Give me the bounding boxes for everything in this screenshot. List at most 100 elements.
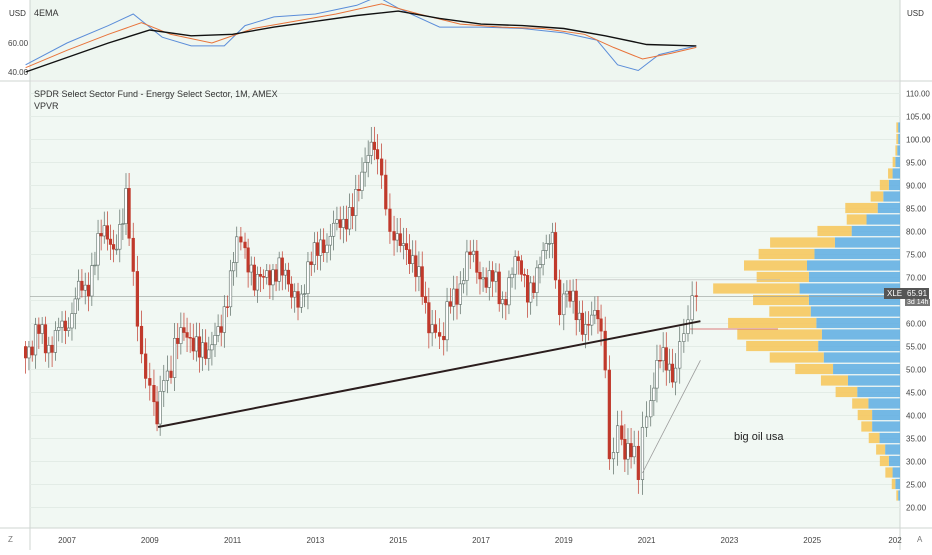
candle-body bbox=[131, 237, 135, 272]
candle-body bbox=[283, 269, 287, 276]
candle-body bbox=[246, 247, 250, 273]
profile-bar-blue bbox=[888, 179, 900, 191]
candle-body bbox=[649, 400, 653, 418]
candle-body bbox=[105, 225, 109, 240]
candle-body bbox=[135, 271, 139, 327]
candle-body bbox=[661, 347, 665, 362]
candle-body bbox=[694, 295, 698, 297]
annotation-text: big oil usa bbox=[734, 431, 784, 443]
candle-body bbox=[411, 255, 415, 265]
profile-bar-yellow bbox=[896, 122, 899, 133]
candle-body bbox=[366, 155, 370, 163]
candle-body bbox=[632, 445, 636, 458]
candle-body bbox=[664, 347, 668, 371]
candle-body bbox=[458, 283, 462, 305]
candle-body bbox=[197, 336, 202, 358]
candle-body bbox=[67, 327, 71, 331]
minor-trendline bbox=[642, 360, 701, 474]
candle-body bbox=[529, 282, 533, 303]
candle-body bbox=[395, 233, 399, 241]
candle-body bbox=[315, 242, 320, 256]
candle-body bbox=[312, 242, 316, 265]
candle-body bbox=[577, 312, 581, 321]
profile-bar-yellow bbox=[744, 260, 807, 271]
profile-bar-yellow bbox=[895, 145, 898, 156]
profile-bar-blue bbox=[808, 294, 900, 306]
profile-bar-blue bbox=[872, 409, 900, 421]
candle-body bbox=[471, 250, 476, 255]
y-tick-label: 50.00 bbox=[906, 366, 927, 375]
candle-body bbox=[299, 293, 303, 308]
x-tick-label: 2019 bbox=[555, 536, 573, 545]
candle-body bbox=[384, 174, 388, 210]
corner-right-label[interactable]: A bbox=[917, 535, 923, 544]
candle-body bbox=[404, 243, 409, 250]
candle-body bbox=[108, 238, 113, 245]
candle-body bbox=[99, 233, 103, 237]
chart-title: SPDR Select Sector Fund - Energy Select … bbox=[34, 89, 278, 99]
candle-body bbox=[70, 313, 74, 329]
candle-body bbox=[115, 248, 119, 251]
profile-bar-yellow bbox=[852, 398, 869, 409]
profile-bar-blue bbox=[883, 191, 900, 202]
candle-body bbox=[519, 260, 523, 275]
candle-body bbox=[392, 231, 396, 241]
candle-body bbox=[179, 327, 183, 344]
candle-body bbox=[375, 149, 380, 160]
profile-bar-yellow bbox=[876, 444, 886, 455]
candle-body bbox=[169, 370, 173, 378]
candle-body bbox=[165, 370, 169, 381]
profile-bar-yellow bbox=[845, 202, 878, 214]
candle-body bbox=[433, 324, 438, 333]
candle-body bbox=[90, 265, 94, 297]
candle-body bbox=[111, 244, 116, 250]
candle-body bbox=[574, 290, 578, 321]
candle-body bbox=[475, 250, 479, 273]
ema-line bbox=[25, 3, 697, 69]
candle-body bbox=[243, 241, 247, 249]
price-tag: 65.91 bbox=[905, 288, 930, 299]
candle-body bbox=[414, 255, 418, 277]
profile-bar-blue bbox=[892, 467, 900, 478]
profile-bar-yellow bbox=[888, 168, 893, 179]
y-tick-label: 70.00 bbox=[906, 274, 927, 283]
candle-body bbox=[347, 207, 352, 230]
profile-bar-blue bbox=[866, 214, 900, 225]
candle-body bbox=[623, 439, 627, 460]
candle-body bbox=[148, 378, 152, 386]
candle-body bbox=[544, 243, 548, 251]
candle-body bbox=[354, 189, 358, 216]
candle-body bbox=[76, 280, 81, 300]
candle-body bbox=[538, 264, 542, 269]
profile-bar-blue bbox=[868, 398, 900, 409]
profile-bar-yellow bbox=[857, 409, 873, 421]
candle-body bbox=[121, 223, 125, 225]
candle-body bbox=[678, 341, 682, 369]
candle-body bbox=[690, 295, 694, 321]
x-tick-label: 2007 bbox=[58, 536, 76, 545]
candle-body bbox=[262, 276, 266, 278]
profile-bar-blue bbox=[821, 329, 900, 340]
candle-body bbox=[437, 332, 442, 337]
profile-bar-blue bbox=[898, 122, 900, 133]
y-tick-label: 100.00 bbox=[906, 136, 931, 145]
candle-body bbox=[27, 346, 31, 359]
candle-body bbox=[513, 256, 517, 275]
candle-body bbox=[562, 293, 566, 316]
profile-bar-blue bbox=[895, 156, 900, 168]
y-tick-label: 25.00 bbox=[906, 481, 927, 490]
candle-body bbox=[118, 224, 122, 250]
candle-body bbox=[500, 299, 505, 305]
profile-bar-blue bbox=[847, 375, 900, 386]
candle-body bbox=[670, 363, 675, 383]
candle-body bbox=[380, 158, 384, 176]
candle-body bbox=[152, 385, 156, 403]
candle-body bbox=[541, 250, 545, 265]
candle-body bbox=[155, 401, 159, 425]
corner-left-label[interactable]: Z bbox=[8, 535, 13, 544]
candle-body bbox=[442, 336, 446, 341]
candle-body bbox=[620, 425, 624, 440]
profile-bar-yellow bbox=[879, 179, 889, 191]
y-tick-label: 35.00 bbox=[906, 435, 927, 444]
